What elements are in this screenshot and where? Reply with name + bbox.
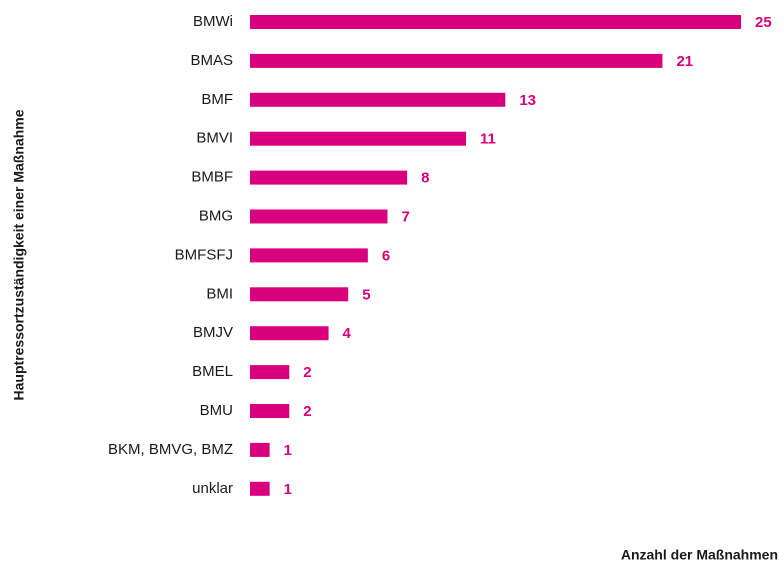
value-label: 1 [284, 481, 292, 498]
bar [250, 287, 349, 302]
category-label: BMU [200, 402, 233, 419]
bar [250, 481, 270, 496]
category-label: BMVI [196, 130, 233, 147]
category-label: unklar [192, 480, 233, 497]
category-label: BMWi [193, 13, 233, 30]
bar [250, 209, 388, 224]
value-label: 8 [421, 170, 429, 187]
value-label: 5 [362, 286, 370, 303]
category-label: BKM, BMVG, BMZ [108, 441, 233, 458]
value-label: 2 [303, 364, 311, 381]
x-axis-title: Anzahl der Maßnahmen [621, 547, 778, 563]
bar [250, 442, 270, 457]
bar [250, 15, 741, 29]
category-label: BMEL [192, 363, 233, 380]
category-label: BMBF [191, 169, 233, 186]
bar [250, 131, 467, 146]
bar [250, 170, 408, 185]
value-label: 13 [519, 92, 536, 109]
value-label: 7 [401, 208, 409, 225]
bar [250, 326, 329, 341]
category-label: BMFSFJ [175, 246, 233, 263]
y-axis-title: Hauptressortzuständigkeit einer Maßnahme [11, 109, 27, 400]
value-label: 6 [382, 247, 390, 264]
bar [250, 92, 506, 107]
value-label: 2 [303, 403, 311, 420]
bar [250, 53, 663, 68]
value-label: 11 [480, 131, 496, 148]
category-label: BMF [201, 91, 233, 108]
category-label: BMI [206, 285, 233, 302]
bar [250, 248, 368, 263]
category-label: BMJV [193, 324, 233, 341]
value-label: 21 [676, 53, 693, 70]
bar [250, 365, 290, 380]
value-label: 4 [343, 325, 352, 342]
bar [250, 404, 290, 418]
value-label: 1 [284, 442, 292, 459]
category-label: BMG [199, 207, 233, 224]
value-label: 25 [755, 14, 772, 31]
category-label: BMAS [190, 52, 233, 69]
